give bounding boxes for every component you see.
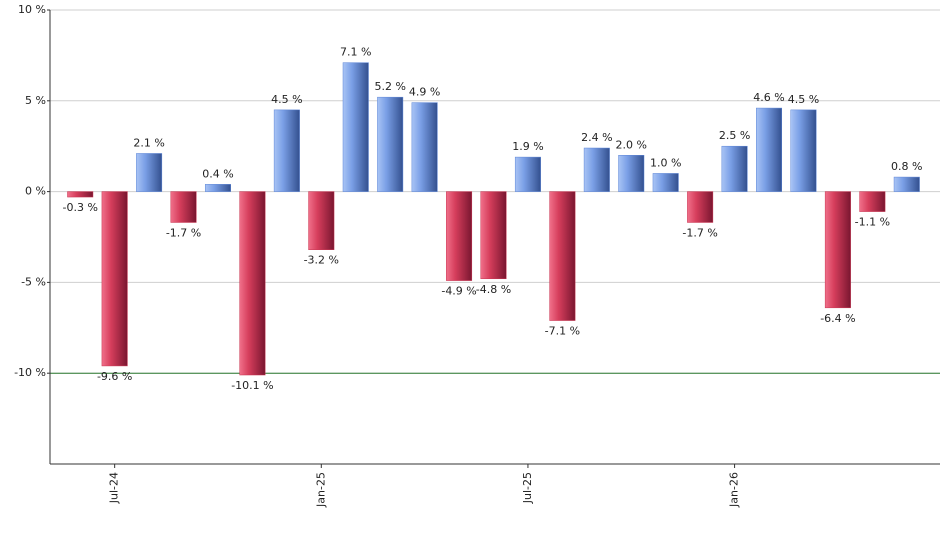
value-label: 0.8 % [891, 160, 922, 173]
bar [136, 153, 163, 192]
value-label: 5.2 % [374, 80, 405, 93]
x-tick-label: Jan-26 [728, 472, 741, 508]
value-label: -1.7 % [166, 226, 201, 239]
bar [824, 191, 851, 309]
bar [308, 191, 335, 250]
bar [859, 191, 886, 212]
bar [204, 184, 231, 192]
value-label: -1.1 % [855, 216, 890, 229]
bar [239, 191, 266, 376]
bar [583, 147, 610, 192]
value-label: 7.1 % [340, 46, 371, 59]
y-tick-label: 0 % [25, 185, 46, 198]
value-label: -7.1 % [545, 325, 580, 338]
value-label: -3.2 % [304, 254, 339, 267]
y-tick-label: -10 % [14, 366, 46, 379]
bar [377, 96, 404, 192]
value-label: 4.5 % [271, 93, 302, 106]
value-label: 1.9 % [512, 140, 543, 153]
bar [101, 191, 128, 367]
value-label: -10.1 % [231, 379, 273, 392]
value-label: 4.5 % [788, 93, 819, 106]
y-tick-label: -5 % [21, 275, 46, 288]
bar [480, 191, 507, 280]
value-label: 1.0 % [650, 156, 681, 169]
x-tick-label: Jul-25 [521, 472, 534, 504]
bar [790, 109, 817, 192]
value-label: 2.1 % [133, 136, 164, 149]
x-tick-label: Jan-25 [314, 472, 327, 508]
bar [170, 191, 197, 223]
bar [687, 191, 714, 223]
value-label: 4.6 % [753, 91, 784, 104]
bar [652, 173, 679, 192]
bar [446, 191, 473, 281]
y-tick-label: 10 % [18, 3, 46, 16]
bar [273, 109, 300, 192]
value-label: -0.3 % [63, 201, 98, 214]
value-label: 2.4 % [581, 131, 612, 144]
value-label: 0.4 % [202, 167, 233, 180]
bar [514, 156, 541, 192]
value-label: 4.9 % [409, 86, 440, 99]
value-label: -4.9 % [441, 285, 476, 298]
value-label: 2.5 % [719, 129, 750, 142]
bar [342, 62, 369, 192]
value-label: -4.8 % [476, 283, 511, 296]
value-label: -6.4 % [820, 312, 855, 325]
value-label: -9.6 % [97, 370, 132, 383]
bar [618, 155, 645, 192]
bar [721, 145, 748, 192]
bar [411, 102, 438, 192]
value-label: 2.0 % [616, 138, 647, 151]
value-label: -1.7 % [682, 226, 717, 239]
bar [67, 191, 94, 198]
bar [893, 176, 920, 192]
y-tick-label: 5 % [25, 94, 46, 107]
bar [549, 191, 576, 321]
bar [756, 107, 783, 192]
x-tick-label: Jul-24 [108, 472, 121, 504]
